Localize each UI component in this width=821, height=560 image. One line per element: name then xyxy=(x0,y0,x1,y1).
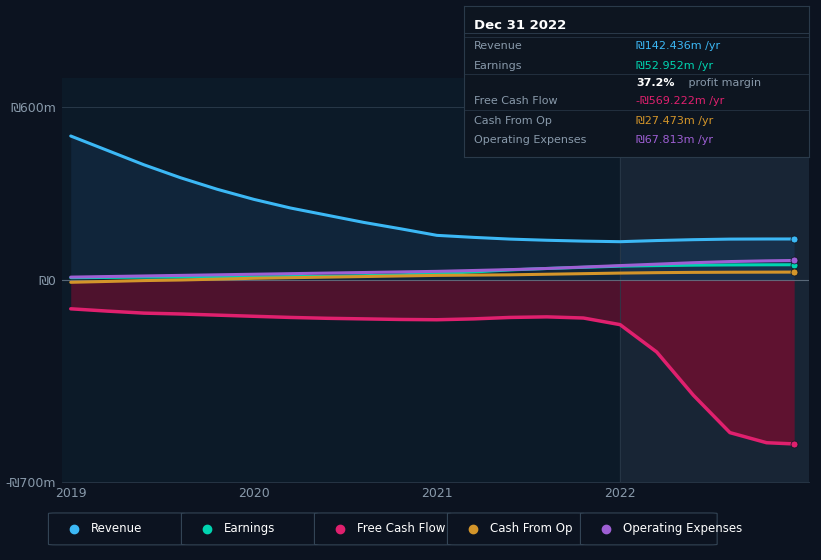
Text: Earnings: Earnings xyxy=(475,61,523,71)
Text: ₪27.473m /yr: ₪27.473m /yr xyxy=(636,115,713,125)
Text: ₪67.813m /yr: ₪67.813m /yr xyxy=(636,135,713,145)
Text: profit margin: profit margin xyxy=(685,78,761,88)
Text: Cash From Op: Cash From Op xyxy=(475,115,552,125)
Bar xyxy=(620,78,809,482)
Text: Operating Expenses: Operating Expenses xyxy=(623,522,742,535)
Text: ₪142.436m /yr: ₪142.436m /yr xyxy=(636,41,720,52)
Text: Operating Expenses: Operating Expenses xyxy=(475,135,586,145)
Text: -₪569.222m /yr: -₪569.222m /yr xyxy=(636,96,724,106)
Text: 37.2%: 37.2% xyxy=(636,78,675,88)
FancyBboxPatch shape xyxy=(447,513,585,545)
Text: Cash From Op: Cash From Op xyxy=(490,522,573,535)
FancyBboxPatch shape xyxy=(181,513,319,545)
FancyBboxPatch shape xyxy=(580,513,718,545)
FancyBboxPatch shape xyxy=(314,513,452,545)
Text: Earnings: Earnings xyxy=(224,522,276,535)
FancyBboxPatch shape xyxy=(48,513,186,545)
Text: Free Cash Flow: Free Cash Flow xyxy=(357,522,446,535)
Text: Revenue: Revenue xyxy=(475,41,523,52)
Text: Free Cash Flow: Free Cash Flow xyxy=(475,96,557,106)
Text: ₪52.952m /yr: ₪52.952m /yr xyxy=(636,61,713,71)
Text: Dec 31 2022: Dec 31 2022 xyxy=(475,19,566,32)
Text: Revenue: Revenue xyxy=(91,522,143,535)
